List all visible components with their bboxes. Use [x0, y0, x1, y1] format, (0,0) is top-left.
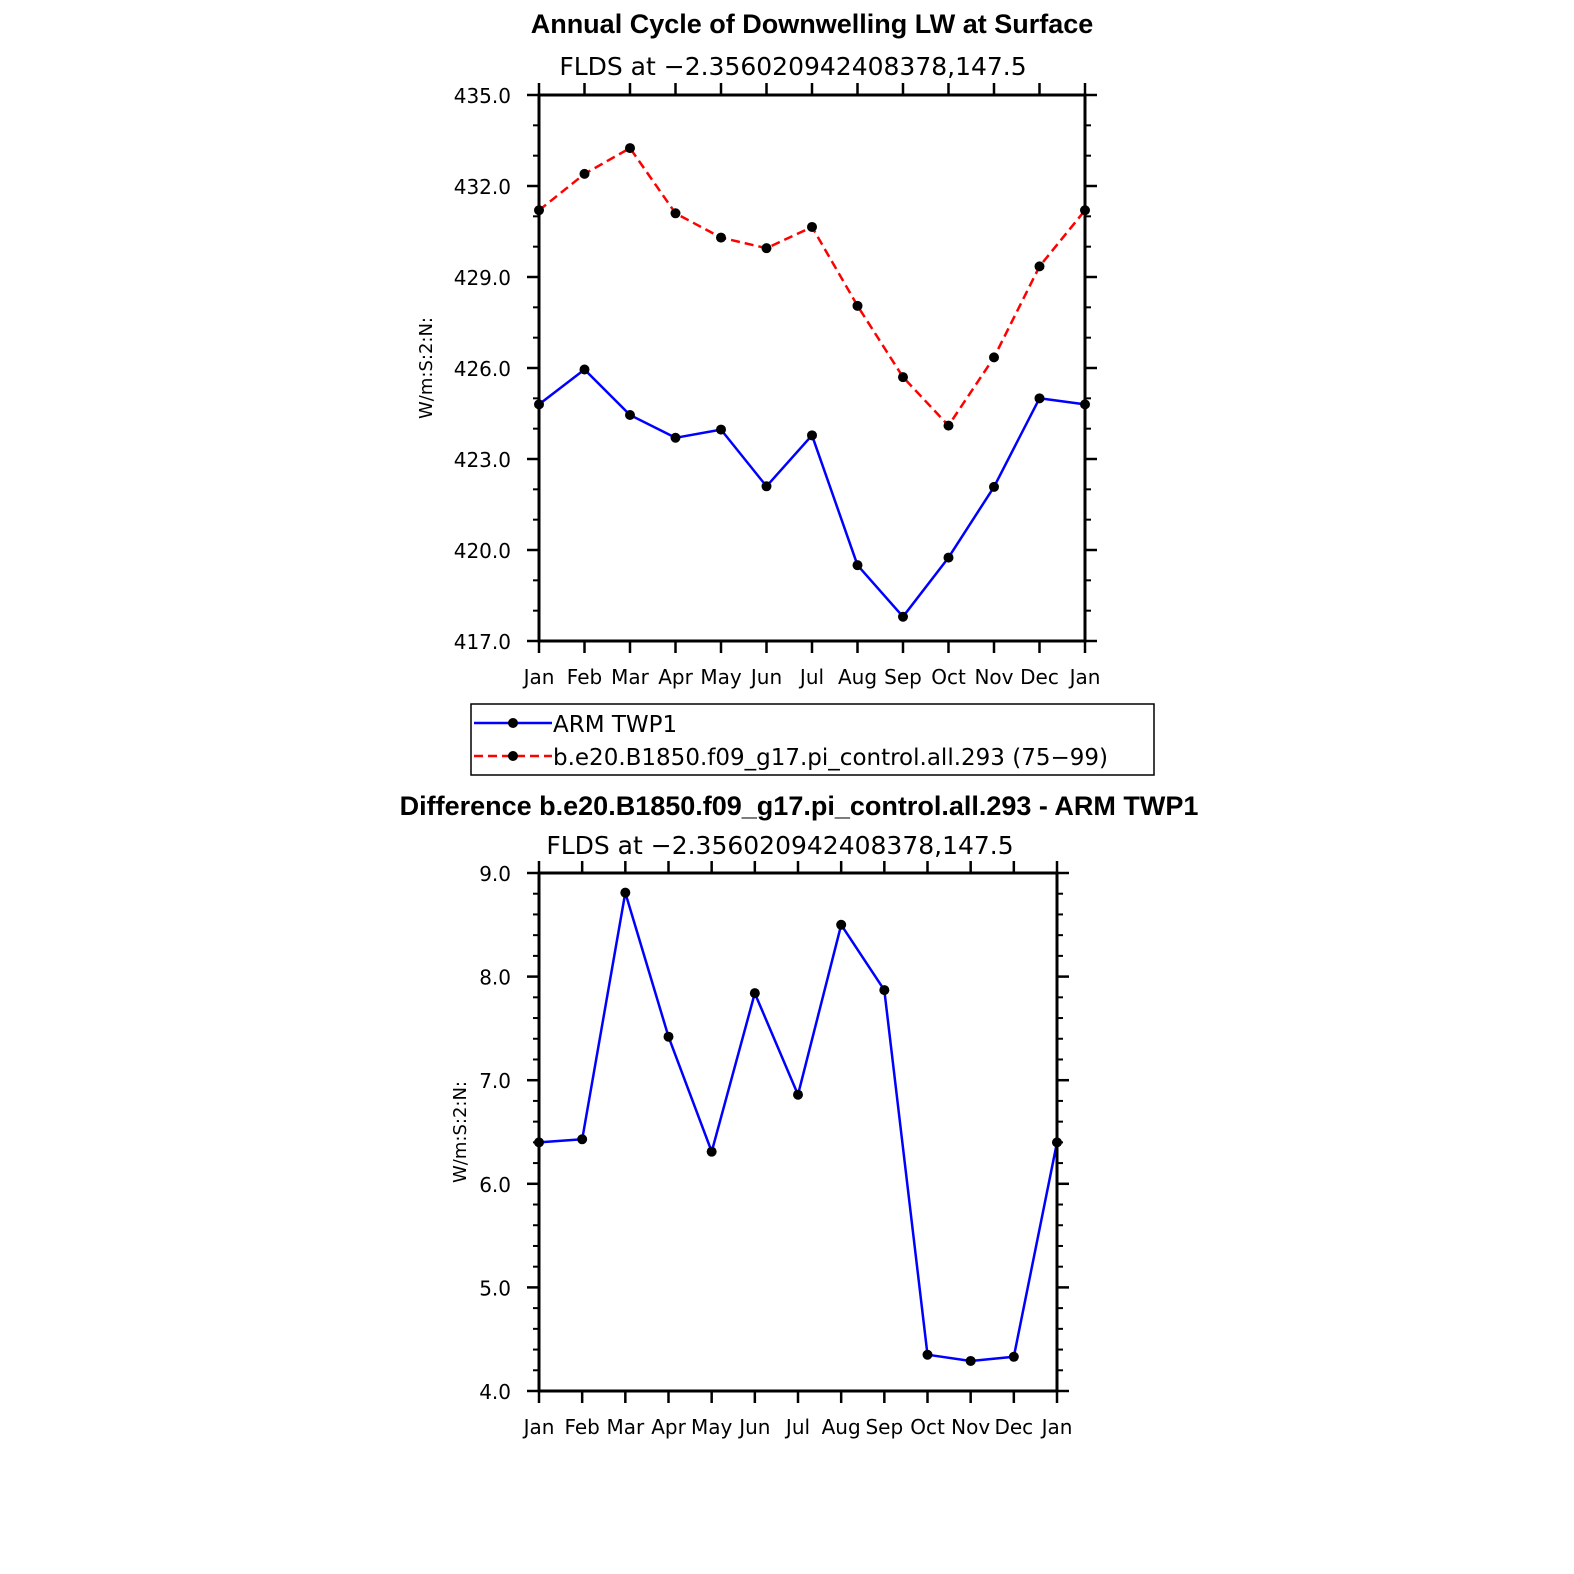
data-point	[716, 424, 726, 435]
data-point	[579, 168, 590, 179]
y-tick-label: 5.0	[479, 1276, 511, 1300]
data-point	[706, 1146, 717, 1157]
plot-frame	[537, 93, 1087, 643]
chart-title: Annual Cycle of Downwelling LW at Surfac…	[531, 9, 1094, 39]
data-point	[989, 481, 999, 492]
x-tick-label: Jan	[522, 1415, 555, 1439]
data-point	[577, 1134, 588, 1145]
y-tick-label: 435.0	[454, 84, 511, 108]
annual-cycle-panel: Annual Cycle of Downwelling LW at Surfac…	[416, 9, 1155, 776]
y-tick-label: 417.0	[454, 630, 511, 654]
data-point	[670, 432, 681, 443]
x-tick-label: May	[700, 665, 742, 689]
legend-entry-model: b.e20.B1850.f09_g17.pi_control.all.293 (…	[474, 745, 1108, 771]
y-tick-label: 6.0	[479, 1173, 511, 1197]
x-tick-label: Jan	[522, 665, 555, 689]
y-axis-label: W/m:S:2:N:	[450, 1081, 471, 1183]
y-tick-label: 426.0	[454, 357, 511, 381]
x-tick-label: Sep	[884, 665, 922, 689]
y-tick-label: 7.0	[479, 1069, 511, 1093]
x-tick-label: Mar	[611, 665, 650, 689]
data-point	[836, 919, 847, 930]
plot-frame	[537, 871, 1059, 1393]
data-point	[620, 887, 631, 898]
data-point	[879, 985, 890, 996]
data-point	[989, 352, 999, 363]
legend-entry-arm: ARM TWP1	[474, 712, 677, 738]
data-point	[807, 430, 817, 441]
x-tick-label: Jul	[784, 1415, 810, 1439]
y-tick-label: 423.0	[454, 448, 511, 472]
x-tick-label: Jun	[737, 1415, 770, 1439]
data-point	[898, 372, 908, 383]
data-point	[670, 208, 681, 219]
x-tick-label: Feb	[564, 1415, 599, 1439]
x-tick-label: Aug	[838, 665, 877, 689]
x-tick-label: May	[691, 1415, 733, 1439]
data-point	[943, 552, 954, 563]
data-point	[1034, 393, 1045, 404]
chart-subtitle: FLDS at −2.356020942408378,147.5	[559, 52, 1026, 81]
x-tick-label: Apr	[651, 1415, 686, 1439]
y-tick-label: 420.0	[454, 539, 511, 563]
x-tick-label: Oct	[910, 1415, 945, 1439]
data-point	[625, 143, 635, 154]
data-point	[716, 232, 726, 243]
legend-label-model: b.e20.B1850.f09_g17.pi_control.all.293 (…	[553, 745, 1108, 771]
data-point	[749, 988, 760, 999]
data-point	[965, 1355, 976, 1366]
chart-subtitle: FLDS at −2.356020942408378,147.5	[546, 831, 1013, 860]
chart-title: Difference b.e20.B1850.f09_g17.pi_contro…	[400, 791, 1199, 821]
data-point	[793, 1089, 803, 1100]
x-tick-label: Jan	[1040, 1415, 1073, 1439]
x-tick-label: Feb	[567, 665, 602, 689]
data-point	[579, 364, 590, 375]
y-tick-label: 432.0	[454, 175, 511, 199]
x-tick-label: Jun	[749, 665, 782, 689]
data-point	[922, 1349, 933, 1360]
y-tick-label: 429.0	[454, 266, 511, 290]
data-point	[807, 221, 817, 232]
y-tick-label: 8.0	[479, 966, 511, 990]
y-tick-label: 4.0	[479, 1380, 511, 1404]
x-tick-label: Jan	[1068, 665, 1101, 689]
data-point	[852, 300, 863, 311]
y-tick-label: 9.0	[479, 862, 511, 886]
data-point	[943, 420, 954, 431]
legend: ARM TWP1 b.e20.B1850.f09_g17.pi_control.…	[470, 703, 1155, 776]
data-point	[1008, 1351, 1019, 1362]
x-tick-label: Oct	[931, 665, 966, 689]
data-point	[625, 410, 635, 421]
x-tick-label: Sep	[865, 1415, 903, 1439]
data-point	[1034, 261, 1045, 272]
data-point	[852, 560, 863, 571]
difference-panel: Difference b.e20.B1850.f09_g17.pi_contro…	[400, 791, 1199, 1439]
data-point	[898, 611, 908, 622]
legend-box	[470, 703, 1155, 776]
data-point	[761, 243, 772, 254]
x-tick-label: Apr	[658, 665, 693, 689]
x-tick-label: Dec	[1020, 665, 1059, 689]
y-axis-label: W/m:S:2:N:	[416, 317, 437, 419]
legend-marker-model	[508, 751, 518, 761]
x-tick-label: Jul	[798, 665, 824, 689]
x-tick-label: Mar	[606, 1415, 645, 1439]
legend-marker-arm	[508, 718, 518, 728]
legend-label-arm: ARM TWP1	[553, 712, 677, 738]
x-tick-label: Aug	[822, 1415, 861, 1439]
x-tick-label: Dec	[994, 1415, 1033, 1439]
data-point	[761, 481, 772, 492]
data-point	[663, 1031, 674, 1042]
x-tick-label: Nov	[951, 1415, 990, 1439]
x-tick-label: Nov	[974, 665, 1013, 689]
